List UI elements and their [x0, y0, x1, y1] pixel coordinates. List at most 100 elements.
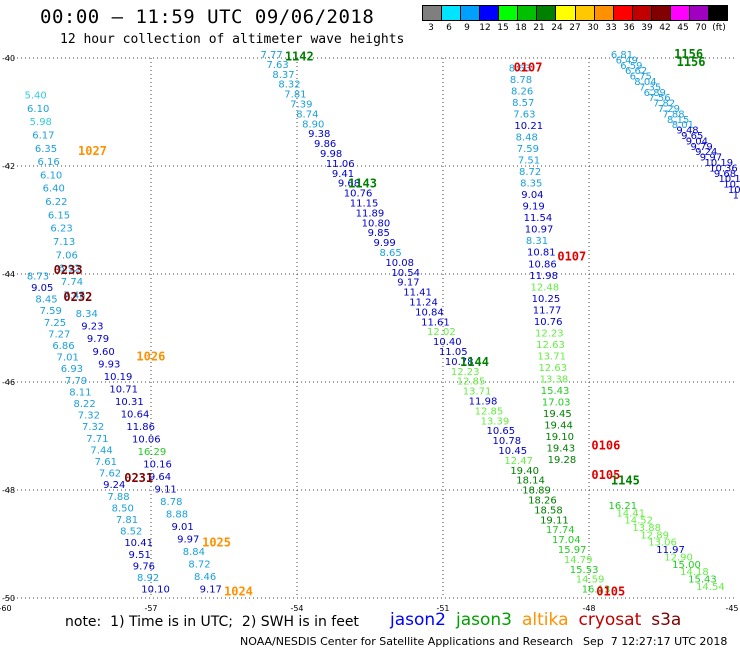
- y-tick-label: -40: [2, 54, 15, 63]
- wave-height-point: 14.52: [624, 516, 653, 527]
- wave-height-point: 8.32: [278, 80, 300, 91]
- wave-height-point: 7.71: [86, 434, 108, 445]
- colorbar-unit: (ft): [712, 23, 726, 33]
- wave-height-point: 9.23: [81, 322, 103, 333]
- pass-time-label: 1156: [677, 55, 706, 69]
- wave-height-point: 15.97: [558, 545, 587, 556]
- y-tick-label: -42: [2, 162, 15, 171]
- pass-time-label: 1027: [78, 144, 107, 158]
- pass-time-label: 1144: [460, 355, 489, 369]
- wave-height-point: 6.81: [611, 50, 633, 61]
- wave-height-point: 11.98: [529, 271, 558, 282]
- wave-height-point: 14.79: [564, 555, 593, 566]
- wave-height-point: 6.40: [43, 184, 65, 195]
- wave-height-point: 9.64: [149, 472, 171, 483]
- wave-height-point: 18.89: [522, 486, 551, 497]
- colorbar-swatch: [575, 6, 595, 20]
- wave-height-point: 17.03: [542, 397, 571, 408]
- wave-height-point: 16.13: [582, 585, 611, 596]
- wave-height-point: 11.41: [403, 288, 432, 299]
- wave-height-point: 12.23: [535, 328, 564, 339]
- wave-height-point: 8.92: [137, 573, 159, 584]
- wave-height-point: 8.37: [272, 70, 294, 81]
- wave-height-point: 10.76: [534, 317, 563, 328]
- colorbar-label: 3: [428, 23, 434, 33]
- wave-height-point: 8.15: [667, 115, 689, 126]
- wave-height-point: 12.48: [530, 282, 559, 293]
- wave-height-point: 10.71: [109, 384, 138, 395]
- wave-height-point: 6.86: [52, 341, 74, 352]
- wave-height-point: 7.32: [82, 422, 104, 433]
- wave-height-point: 9.05: [31, 283, 53, 294]
- wave-height-point: 10.84: [415, 307, 444, 318]
- wave-height-point: 10.19: [704, 158, 733, 169]
- wave-height-point: 5.40: [24, 91, 46, 102]
- wave-height-point: 8.72: [188, 560, 210, 571]
- wave-height-point: 10.17: [719, 174, 740, 185]
- wave-height-point: 13.88: [632, 523, 661, 534]
- wave-height-point: 9.01: [171, 522, 193, 533]
- wave-height-point: 12.63: [538, 363, 567, 374]
- wave-height-point: 6.89: [644, 88, 666, 99]
- wave-height-point: 8.73: [27, 271, 49, 282]
- colorbar-swatch: [594, 6, 614, 20]
- wave-height-point: 13.71: [463, 387, 492, 398]
- wave-height-point: 14.41: [616, 508, 645, 519]
- wave-height-point: 8.45: [35, 295, 57, 306]
- wave-height-point: 12.90: [664, 552, 693, 563]
- wave-height-point: 10.78: [492, 436, 521, 447]
- wave-height-point: 7.88: [107, 492, 129, 503]
- wave-height-point: 7.39: [290, 100, 312, 111]
- wave-height-point: 8.31: [526, 236, 548, 247]
- wave-height-point: 9.17: [397, 278, 419, 289]
- x-tick-label: -54: [290, 604, 303, 613]
- wave-height-point: 11.97: [656, 545, 685, 556]
- wave-height-point: 10.45: [498, 446, 527, 457]
- pass-time-label: 0107: [557, 250, 586, 264]
- wave-height-point: 6.22: [45, 197, 67, 208]
- wave-height-point: 9.65: [681, 131, 703, 142]
- wave-height-point: 9.97: [177, 535, 199, 546]
- pass-time-label: 0107: [514, 61, 543, 75]
- wave-height-point: 10.06: [132, 434, 161, 445]
- wave-height-point: 17.74: [546, 525, 575, 536]
- wave-height-point: 11.05: [439, 347, 468, 358]
- wave-height-point: 11.86: [126, 422, 155, 433]
- wave-height-point: 17.04: [552, 535, 581, 546]
- wave-height-point: 9.93: [98, 359, 120, 370]
- x-tick-label: -57: [144, 604, 157, 613]
- wave-height-point: 9.97: [700, 153, 722, 164]
- wave-height-point: 7.59: [517, 144, 539, 155]
- wave-height-point: 9.60: [92, 347, 114, 358]
- wave-height-point: 7.74: [61, 277, 83, 288]
- satellite-legend-item: jason2: [390, 610, 446, 630]
- wave-height-point: 7.56: [648, 93, 670, 104]
- wave-height-point: 10.65: [487, 426, 516, 437]
- wave-height-point: 10.41: [124, 538, 153, 549]
- wave-height-point: 7.82: [653, 99, 675, 110]
- wave-height-point: 6.10: [40, 170, 62, 181]
- wave-height-point: 6.35: [35, 144, 57, 155]
- wave-height-point: 8.88: [166, 509, 188, 520]
- colorbar-label: 12: [479, 23, 491, 33]
- wave-height-point: 8.01: [672, 120, 694, 131]
- wave-height-point: 10.21: [514, 121, 543, 132]
- wave-height-point: 7.13: [53, 237, 75, 248]
- colorbar-labels: 3 6 9 12 15 18 21 24 27 30 33 36 39 42 45 70 (ft): [422, 23, 728, 33]
- wave-height-point: 9.68: [338, 179, 360, 190]
- wave-height-colorbar: 3 6 9 12 15 18 21 24 27 30 33 36 39 42 45 70 (ft): [422, 5, 728, 33]
- wave-height-point: 7.32: [78, 411, 100, 422]
- wave-height-point: 18.14: [516, 476, 545, 487]
- pass-time-label: 0233: [54, 263, 83, 277]
- wave-height-point: 8.50: [112, 503, 134, 514]
- wave-height-point: 7.88: [662, 109, 684, 120]
- wave-height-point: 12.63: [536, 340, 565, 351]
- wave-height-point: 6.49: [616, 55, 638, 66]
- y-tick-label: -44: [2, 270, 15, 279]
- wave-height-point: 10.54: [391, 268, 420, 279]
- wave-height-point: 10.40: [433, 337, 462, 348]
- wave-height-point: 7.29: [658, 104, 680, 115]
- wave-height-point: 8.35: [520, 179, 542, 190]
- pass-time-label: 1025: [202, 536, 231, 550]
- wave-height-point: 14.59: [576, 575, 605, 586]
